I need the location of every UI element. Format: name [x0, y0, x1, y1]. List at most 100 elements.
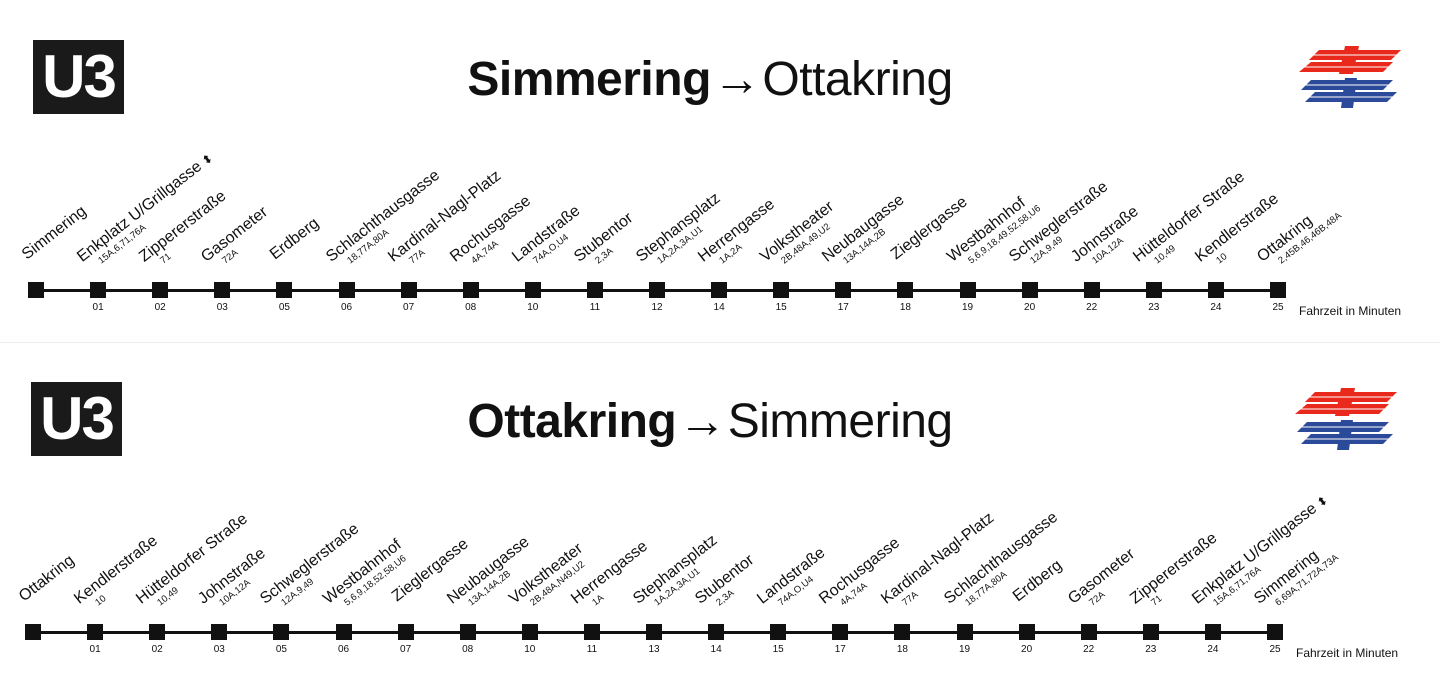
station-travel-minutes: 22 [1086, 302, 1098, 313]
route-destination: Simmering [727, 395, 953, 448]
station-stop-marker [397, 624, 414, 640]
station-travel-minutes: 25 [1272, 302, 1284, 313]
station-stop-marker [1142, 624, 1159, 640]
route-title: Simmering→Ottakring [0, 52, 1420, 107]
station-travel-minutes: 24 [1210, 302, 1222, 313]
route-origin: Simmering [467, 53, 711, 106]
route-origin: Ottakring [467, 395, 677, 448]
station-travel-minutes: 10 [527, 302, 539, 313]
station-stop-marker [276, 282, 293, 298]
station-travel-minutes: 12 [651, 302, 663, 313]
station-label: Landstraße 74A,O,U4 [754, 544, 836, 617]
direction-panel-1: U3 Simmering→Ottakring Simmering 01 Enkpla… [0, 0, 1440, 340]
station-travel-minutes: 05 [278, 302, 290, 313]
station-travel-minutes: 10 [524, 644, 536, 655]
station-travel-minutes: 02 [151, 644, 163, 655]
wiener-linien-logo [1293, 388, 1403, 450]
station-stop-marker [649, 282, 665, 298]
station-travel-minutes: 15 [772, 644, 784, 655]
station-travel-minutes: 08 [462, 644, 474, 655]
station-travel-minutes: 22 [1083, 644, 1095, 655]
station-stop-marker [1080, 624, 1097, 640]
station-stop-marker [459, 624, 476, 640]
station-stop-marker [897, 282, 914, 298]
station-stop-marker [1083, 282, 1100, 298]
station-stop-marker [149, 624, 166, 640]
station-stop-marker [959, 282, 976, 298]
station-stop-marker [956, 624, 973, 640]
travel-time-legend: Fahrzeit in Minuten [1296, 646, 1399, 660]
station-stop-marker [90, 282, 107, 298]
wiener-linien-logo [1297, 46, 1407, 108]
station-travel-minutes: 18 [899, 302, 911, 313]
station-travel-minutes: 17 [837, 302, 849, 313]
station-travel-minutes: 18 [896, 644, 908, 655]
station-stop-marker [214, 282, 231, 298]
station-stop-marker [1270, 282, 1286, 298]
station-stop-marker [462, 282, 479, 298]
station-stop-marker [152, 282, 169, 298]
station-travel-minutes: 07 [403, 302, 415, 313]
station-label: Gasometer 72A [1065, 545, 1145, 617]
route-title: Ottakring→Simmering [0, 394, 1420, 449]
station-travel-minutes: 23 [1148, 302, 1160, 313]
station-stop-marker [646, 624, 662, 640]
station-travel-minutes: 11 [589, 302, 601, 313]
station-travel-minutes: 06 [340, 302, 353, 313]
station-travel-minutes: 23 [1145, 644, 1157, 655]
station-travel-minutes: 19 [961, 302, 974, 313]
station-travel-minutes: 19 [958, 644, 971, 655]
station-stop-marker [211, 624, 228, 640]
station-travel-minutes: 13 [648, 644, 660, 655]
station-stop-marker [1207, 282, 1224, 298]
station-stop-marker [770, 624, 787, 640]
panel-divider [0, 342, 1440, 343]
station-travel-minutes: 20 [1021, 644, 1033, 655]
station-name: Ottakring [15, 551, 78, 606]
station-travel-minutes: 11 [586, 644, 598, 655]
travel-time-legend: Fahrzeit in Minuten [1299, 304, 1402, 318]
arrow-icon: → [712, 53, 761, 106]
station-travel-minutes: 07 [400, 644, 412, 655]
station-stop-marker [335, 624, 352, 640]
arrow-icon: → [678, 395, 726, 448]
station-stop-marker [835, 282, 852, 298]
station-stop-marker [400, 282, 417, 298]
station-stop-marker [773, 282, 790, 298]
station-stop-marker [273, 624, 290, 640]
station-travel-minutes: 03 [216, 302, 228, 313]
line-badge: U3 [31, 382, 122, 456]
station-stop-marker [28, 282, 44, 298]
station-stop-marker [1204, 624, 1221, 640]
station-stop-marker [711, 282, 728, 298]
elevator-icon: ⬍ [1313, 492, 1331, 511]
line-badge: U3 [33, 40, 124, 114]
station-stop-marker [586, 282, 603, 298]
station-travel-minutes: 05 [275, 644, 287, 655]
station-travel-minutes: 14 [713, 302, 725, 313]
station-travel-minutes: 24 [1207, 644, 1219, 655]
station-stop-marker [1018, 624, 1035, 640]
station-travel-minutes: 15 [775, 302, 787, 313]
station-travel-minutes: 01 [92, 302, 104, 313]
station-stop-marker [524, 282, 541, 298]
station-stop-marker [894, 624, 911, 640]
station-travel-minutes: 08 [465, 302, 477, 313]
station-stop-marker [1267, 624, 1283, 640]
station-travel-minutes: 02 [154, 302, 166, 313]
station-travel-minutes: 03 [213, 644, 225, 655]
station-travel-minutes: 20 [1024, 302, 1036, 313]
station-travel-minutes: 14 [710, 644, 722, 655]
station-stop-marker [25, 624, 41, 640]
route-destination: Ottakring [762, 53, 953, 106]
station-stop-marker [1145, 282, 1162, 298]
station-stop-marker [583, 624, 600, 640]
station-stop-marker [87, 624, 104, 640]
station-travel-minutes: 25 [1269, 644, 1281, 655]
station-stop-marker [338, 282, 355, 298]
station-label: Ottakring [16, 552, 78, 606]
station-stop-marker [1021, 282, 1038, 298]
station-stop-marker [832, 624, 849, 640]
station-travel-minutes: 01 [89, 644, 101, 655]
